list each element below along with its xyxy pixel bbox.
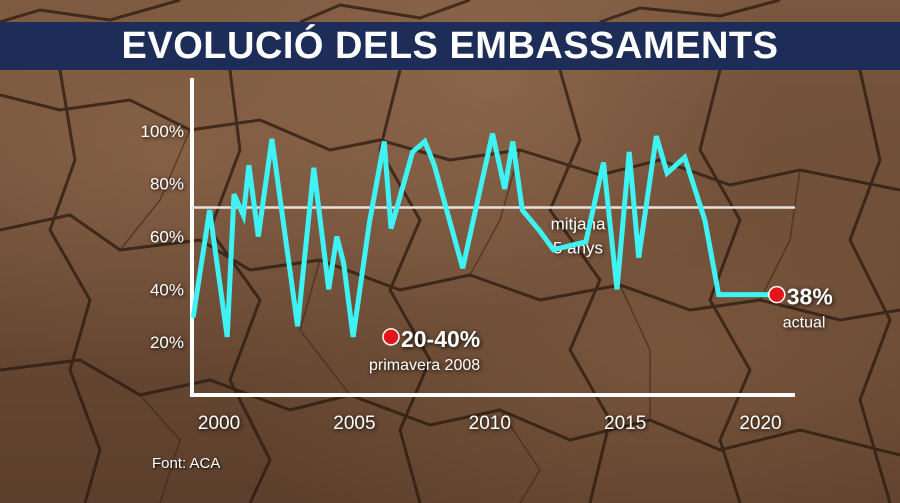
chart-title: EVOLUCIÓ DELS EMBASSAMENTS: [121, 24, 779, 67]
x-tick-label-2015: 2015: [604, 413, 646, 434]
y-tick-label-60: 60%: [150, 228, 184, 247]
annotation-marker-0: [382, 328, 400, 346]
x-tick-label-2020: 2020: [739, 413, 781, 434]
annotation-label-0: primavera 2008: [369, 357, 480, 374]
series-line-0: [190, 132, 780, 338]
annotation-value-0: 20-40%: [401, 326, 480, 352]
x-tick-label-2000: 2000: [198, 413, 240, 434]
y-tick-label-40: 40%: [150, 280, 184, 299]
y-tick-label-100: 100%: [141, 122, 184, 141]
y-tick-label-80: 80%: [150, 175, 184, 194]
mean-label-line2: 5 anys: [553, 238, 603, 257]
title-banner: EVOLUCIÓ DELS EMBASSAMENTS: [0, 22, 900, 70]
x-tick-label-2005: 2005: [333, 413, 375, 434]
x-tick-label-2010: 2010: [469, 413, 511, 434]
annotation-label-1: actual: [783, 315, 826, 332]
y-tick-label-20: 20%: [150, 333, 184, 352]
annotation-value-1: 38%: [787, 284, 833, 310]
source-note: Font: ACA: [152, 455, 221, 472]
mean-label-line1: mitjana: [551, 214, 606, 233]
annotation-marker-1: [768, 285, 786, 304]
